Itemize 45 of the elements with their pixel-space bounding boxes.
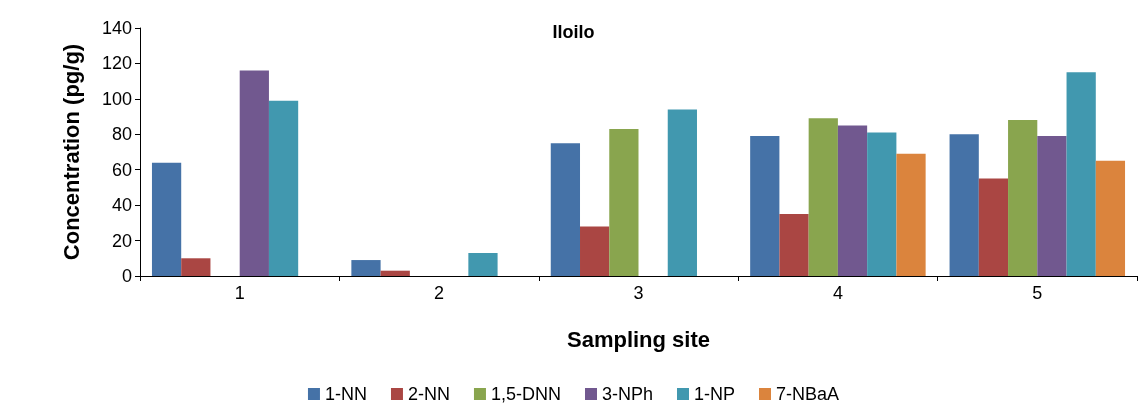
bar (239, 70, 269, 276)
bar (896, 153, 926, 276)
legend-label: 1,5-DNN (490, 384, 561, 404)
y-tick-label: 0 (121, 266, 132, 286)
x-tick-label: 5 (1032, 283, 1043, 303)
bar (380, 270, 410, 276)
bar (867, 132, 897, 276)
bar (1008, 120, 1038, 276)
bar (1095, 160, 1126, 276)
y-axis-title: Concentration (pg/g) (58, 43, 84, 261)
y-tick-label: 60 (111, 159, 132, 180)
x-tick-label: 4 (832, 283, 843, 303)
y-tick-label: 80 (111, 124, 132, 145)
legend-label: 1-NP (694, 384, 736, 404)
bar (268, 100, 299, 276)
bar (667, 109, 697, 276)
y-tick-label: 40 (111, 195, 132, 216)
bar (750, 136, 780, 276)
chart-title: Iloilo (552, 22, 595, 42)
legend-label: 1-NN (324, 384, 367, 404)
bar (468, 252, 498, 276)
bar (808, 118, 838, 276)
y-tick-label: 100 (101, 88, 132, 109)
x-tick-label: 1 (234, 283, 245, 303)
legend-label: 7-NBaA (776, 384, 840, 404)
y-tick-label: 120 (101, 53, 132, 74)
y-tick-label: 140 (101, 18, 132, 38)
bar (978, 178, 1009, 276)
bar (181, 258, 211, 276)
legend-label: 3-NPh (601, 384, 654, 404)
bar (1037, 136, 1067, 276)
x-tick-label: 3 (633, 283, 644, 303)
bar (550, 143, 581, 276)
bar (1066, 72, 1096, 276)
x-tick-label: 2 (434, 283, 445, 303)
bar (580, 226, 610, 276)
x-axis-title: Sampling site (566, 326, 711, 352)
bar (609, 128, 639, 276)
legend-label: 2-NN (407, 384, 450, 404)
y-tick-label: 20 (111, 230, 132, 251)
bar (779, 214, 809, 276)
bar (837, 125, 868, 276)
bar (351, 260, 381, 276)
bar (949, 134, 979, 276)
bar (151, 162, 182, 276)
